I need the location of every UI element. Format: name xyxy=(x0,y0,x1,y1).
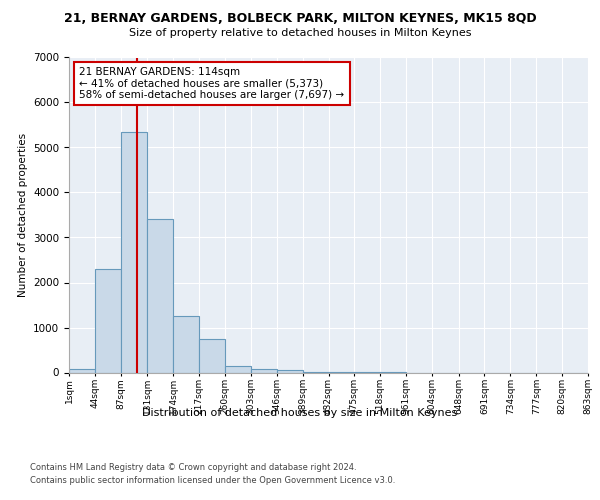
Text: Contains public sector information licensed under the Open Government Licence v3: Contains public sector information licen… xyxy=(30,476,395,485)
Bar xyxy=(199,339,225,372)
Text: 21, BERNAY GARDENS, BOLBECK PARK, MILTON KEYNES, MK15 8QD: 21, BERNAY GARDENS, BOLBECK PARK, MILTON… xyxy=(64,12,536,26)
Bar xyxy=(251,369,277,372)
Y-axis label: Number of detached properties: Number of detached properties xyxy=(17,133,28,297)
Bar xyxy=(69,370,95,372)
Bar xyxy=(121,132,147,372)
Text: Contains HM Land Registry data © Crown copyright and database right 2024.: Contains HM Land Registry data © Crown c… xyxy=(30,462,356,471)
Bar xyxy=(95,269,121,372)
Text: Distribution of detached houses by size in Milton Keynes: Distribution of detached houses by size … xyxy=(142,408,458,418)
Text: 21 BERNAY GARDENS: 114sqm
← 41% of detached houses are smaller (5,373)
58% of se: 21 BERNAY GARDENS: 114sqm ← 41% of detac… xyxy=(79,67,344,100)
Bar xyxy=(277,370,302,372)
Bar xyxy=(225,366,251,372)
Bar xyxy=(173,316,199,372)
Text: Size of property relative to detached houses in Milton Keynes: Size of property relative to detached ho… xyxy=(129,28,471,38)
Bar xyxy=(147,220,173,372)
